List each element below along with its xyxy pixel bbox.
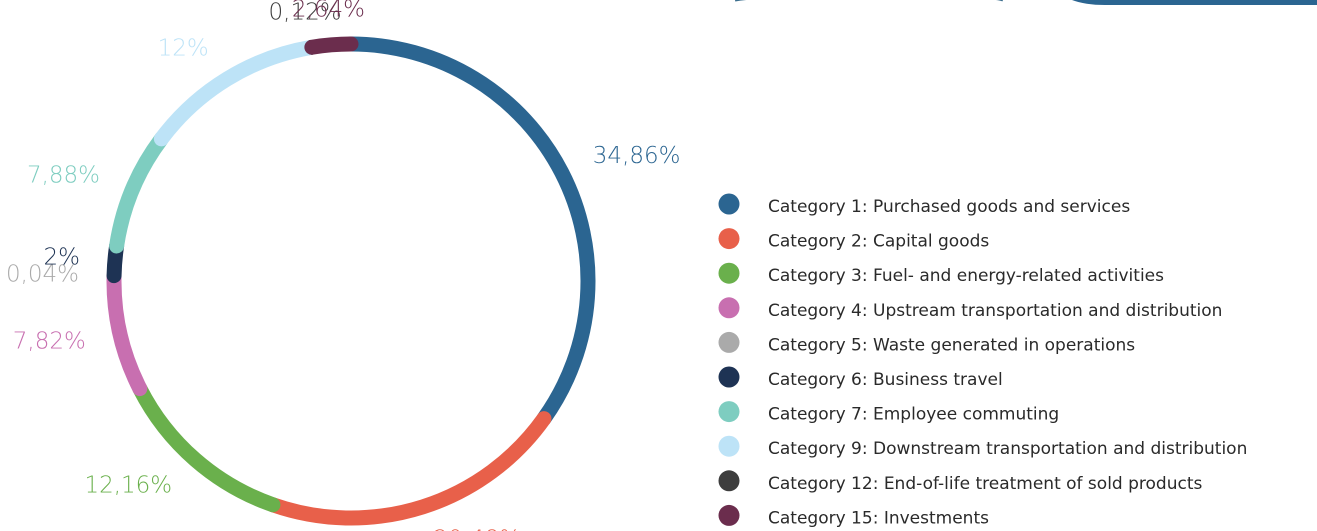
legend-label: Category 7: Employee commuting <box>768 405 1059 425</box>
donut-segment <box>109 131 169 254</box>
legend-swatch <box>718 193 740 215</box>
legend-label: Category 12: End-of-life treatment of so… <box>768 474 1202 494</box>
data-label: 0,04% <box>6 262 79 288</box>
legend-label: Category 6: Business travel <box>768 370 1003 390</box>
data-label: 0,12% <box>269 0 342 25</box>
data-label: 2,64% <box>292 0 365 22</box>
legend-swatch <box>718 297 740 319</box>
donut-segment <box>343 36 596 427</box>
donut-segment <box>304 36 359 55</box>
legend-label: Category 5: Waste generated in operation… <box>768 335 1135 355</box>
legend-label: Category 3: Fuel- and energy-related act… <box>768 266 1164 286</box>
legend-swatch <box>718 262 740 284</box>
legend-label: Category 2: Capital goods <box>768 232 989 252</box>
donut-segment <box>153 40 318 147</box>
data-label: 2% <box>43 244 80 270</box>
legend-swatch <box>718 504 740 526</box>
legend-swatch <box>718 435 740 457</box>
data-label: 20,48% <box>433 527 521 531</box>
donut-segment <box>265 411 552 526</box>
data-label: 7,88% <box>27 163 100 189</box>
data-label: 12,16% <box>84 472 172 498</box>
legend-swatch <box>718 470 740 492</box>
legend-label: Category 1: Purchased goods and services <box>768 197 1130 217</box>
legend-swatch <box>718 331 740 353</box>
donut-segment <box>132 381 281 513</box>
data-label: 7,82% <box>13 328 86 354</box>
legend-swatch <box>718 401 740 423</box>
donut-segment <box>106 268 148 397</box>
data-label: 34,86% <box>593 143 681 169</box>
legend-swatch <box>718 366 740 388</box>
legend-label: Category 9: Downstream transportation an… <box>768 439 1247 459</box>
legend-label: Category 4: Upstream transportation and … <box>768 301 1222 321</box>
top-button-edge[interactable] <box>1072 0 1317 5</box>
data-label: 12% <box>158 36 209 62</box>
legend-swatch <box>718 228 740 250</box>
legend-label: Category 15: Investments <box>768 508 989 528</box>
